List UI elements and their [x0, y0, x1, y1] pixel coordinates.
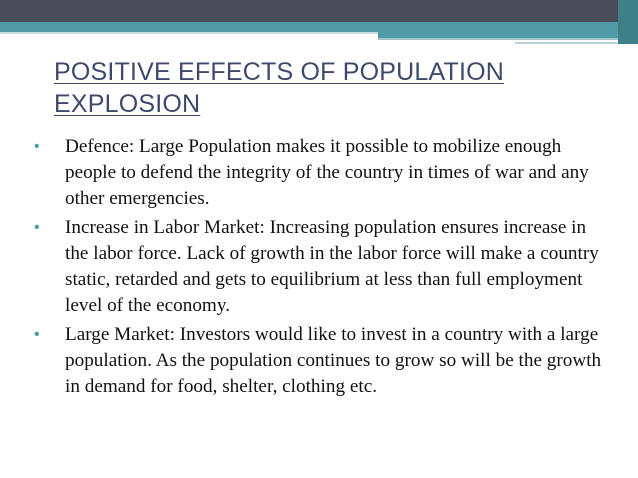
bullet-item-defence: • Defence: Large Population makes it pos… [30, 134, 610, 212]
bullet-list: • Defence: Large Population makes it pos… [30, 134, 610, 403]
bullet-item-large-market: • Large Market: Investors would like to … [30, 322, 610, 400]
header-band-teal [0, 22, 638, 32]
bullet-icon: • [34, 219, 40, 236]
bullet-text: Defence: Large Population makes it possi… [65, 136, 589, 209]
bullet-item-labor-market: • Increase in Labor Market: Increasing p… [30, 215, 610, 319]
header-band-dark [0, 0, 638, 22]
header-accent-line [378, 38, 638, 40]
bullet-icon: • [34, 326, 40, 343]
header-accent-bar [378, 32, 638, 38]
bullet-icon: • [34, 138, 40, 155]
slide-title: POSITIVE EFFECTS OF POPULATION EXPLOSION [54, 58, 505, 118]
bullet-text: Increase in Labor Market: Increasing pop… [65, 217, 599, 316]
header-accent-edge [618, 0, 638, 44]
header-accent-line-short [515, 42, 638, 44]
header-band-teal-light [0, 32, 638, 34]
bullet-text: Large Market: Investors would like to in… [65, 324, 602, 397]
